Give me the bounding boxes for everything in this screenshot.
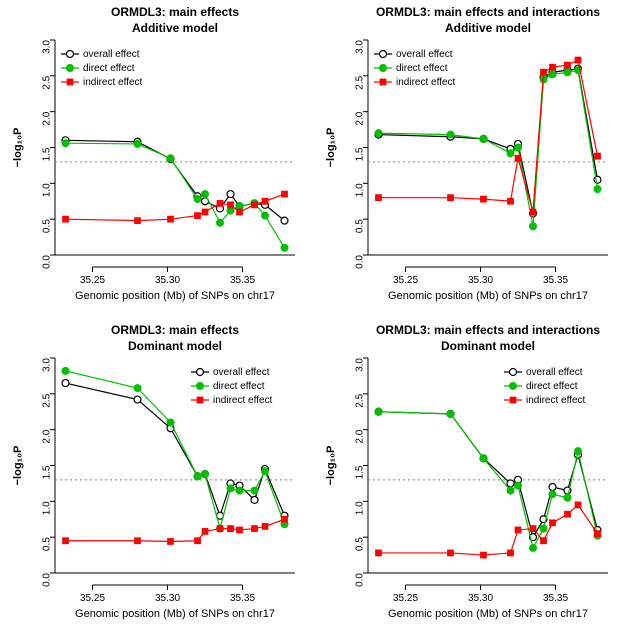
y-tick-label: 3.0 [42, 358, 53, 372]
y-tick-label: 2.5 [42, 75, 53, 89]
series-line-direct [378, 70, 597, 226]
y-tick-label: 1.5 [354, 465, 365, 479]
y-tick-label: 0.0 [42, 573, 53, 587]
x-tick-label: 35.35 [230, 593, 255, 604]
chart-title-line1: ORMDL3: main effects and interactions [375, 323, 599, 337]
x-axis-label: Genomic position (Mb) of SNPs on chr17 [75, 290, 275, 302]
chart-panel: ORMDL3: main effects Additive model 0.0 0.5… [0, 0, 313, 318]
y-tick-label: 1.0 [42, 183, 53, 197]
y-tick-label: 0.5 [354, 219, 365, 233]
legend-label-overall: overall effect [396, 49, 453, 60]
y-tick-label: 1.0 [42, 501, 53, 515]
x-tick-label: 35.30 [155, 593, 180, 604]
chart-title-line2: Additive model [444, 21, 530, 35]
y-tick-label: 0.0 [354, 573, 365, 587]
y-tick-label: 1.0 [354, 501, 365, 515]
chart-title-line2: Dominant model [128, 339, 222, 353]
x-tick-label: 35.30 [467, 593, 492, 604]
chart-title-line1: ORMDL3: main effects and interactions [375, 5, 599, 19]
chart-svg: ORMDL3: main effects Dominant model 0.0 0.5… [0, 318, 312, 636]
x-axis-label: Genomic position (Mb) of SNPs on chr17 [388, 608, 588, 620]
x-tick-label: 35.25 [80, 275, 105, 286]
chart-title-line2: Dominant model [440, 339, 534, 353]
y-tick-label: 0.5 [42, 537, 53, 551]
chart-grid: ORMDL3: main effects Additive model 0.0 0.5… [0, 0, 625, 636]
y-axis-label: −log₁₀P [325, 128, 337, 168]
y-tick-label: 2.0 [42, 111, 53, 125]
legend-label-indirect: indirect effect [526, 395, 586, 406]
chart-svg: ORMDL3: main effects and interactions Add… [313, 0, 625, 318]
y-tick-label: 0.5 [42, 219, 53, 233]
legend-label-overall: overall effect [213, 367, 270, 378]
y-tick-label: 0.0 [42, 255, 53, 269]
series-line-overall [66, 140, 285, 220]
y-tick-label: 2.0 [354, 111, 365, 125]
x-tick-label: 35.35 [542, 593, 567, 604]
chart-panel: ORMDL3: main effects and interactions Add… [313, 0, 625, 318]
x-tick-label: 35.30 [467, 275, 492, 286]
x-axis-label: Genomic position (Mb) of SNPs on chr17 [75, 608, 275, 620]
y-axis-label: −log₁₀P [12, 128, 24, 168]
y-tick-label: 1.5 [354, 147, 365, 161]
chart-svg: ORMDL3: main effects and interactions Dom… [313, 318, 625, 636]
x-tick-label: 35.25 [80, 593, 105, 604]
chart-panel: ORMDL3: main effects and interactions Dom… [313, 318, 625, 636]
y-tick-label: 0.5 [354, 537, 365, 551]
x-tick-label: 35.25 [392, 275, 417, 286]
series-line-direct [66, 143, 285, 248]
y-tick-label: 1.5 [42, 465, 53, 479]
y-tick-label: 1.5 [42, 147, 53, 161]
y-axis-label: −log₁₀P [12, 446, 24, 486]
chart-panel: ORMDL3: main effects Dominant model 0.0 0.5… [0, 318, 313, 636]
x-tick-label: 35.35 [230, 275, 255, 286]
chart-title-line2: Additive model [132, 21, 218, 35]
y-tick-label: 0.0 [354, 255, 365, 269]
y-tick-label: 2.5 [354, 75, 365, 89]
y-tick-label: 2.5 [42, 393, 53, 407]
x-tick-label: 35.35 [542, 275, 567, 286]
chart-svg: ORMDL3: main effects Additive model 0.0 0.5… [0, 0, 312, 318]
series-line-overall [378, 412, 597, 537]
y-tick-label: 3.0 [354, 40, 365, 54]
y-tick-label: 2.5 [354, 393, 365, 407]
x-tick-label: 35.30 [155, 275, 180, 286]
y-tick-label: 2.0 [42, 429, 53, 443]
legend-label-indirect: indirect effect [396, 77, 456, 88]
legend-label-overall: overall effect [83, 49, 140, 60]
legend-label-direct: direct effect [83, 63, 135, 74]
y-tick-label: 3.0 [354, 358, 365, 372]
legend-label-direct: direct effect [526, 381, 578, 392]
legend-label-direct: direct effect [396, 63, 448, 74]
legend-label-indirect: indirect effect [213, 395, 273, 406]
y-axis-label: −log₁₀P [325, 446, 337, 486]
y-tick-label: 2.0 [354, 429, 365, 443]
legend-label-overall: overall effect [526, 367, 583, 378]
y-tick-label: 3.0 [42, 40, 53, 54]
x-axis-label: Genomic position (Mb) of SNPs on chr17 [388, 290, 588, 302]
x-tick-label: 35.25 [392, 593, 417, 604]
chart-title-line1: ORMDL3: main effects [111, 5, 239, 19]
chart-title-line1: ORMDL3: main effects [111, 323, 239, 337]
legend-label-direct: direct effect [213, 381, 265, 392]
y-tick-label: 1.0 [354, 183, 365, 197]
legend-label-indirect: indirect effect [83, 77, 143, 88]
